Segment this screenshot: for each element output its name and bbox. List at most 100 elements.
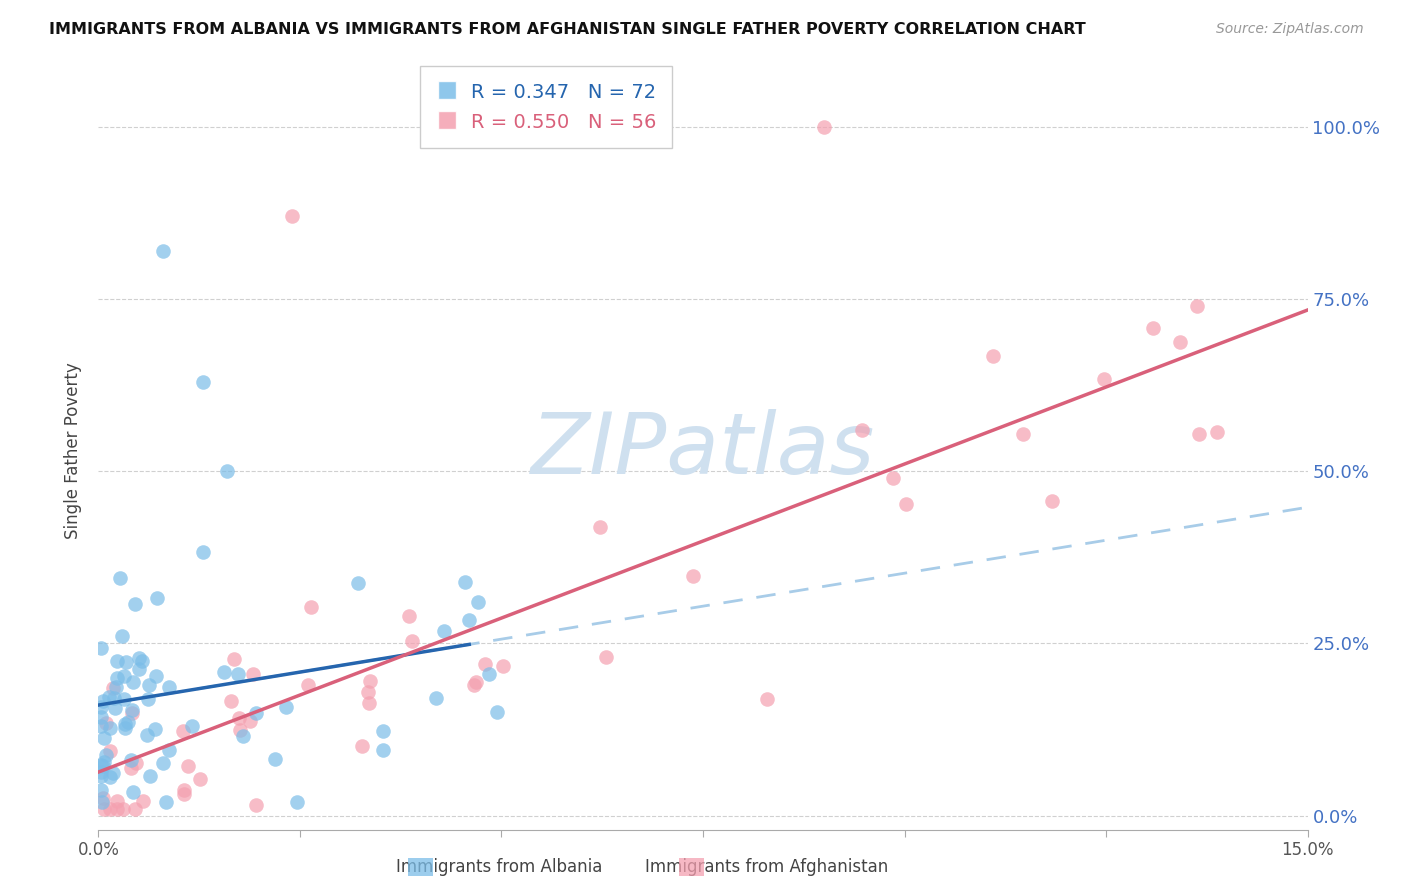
Point: [98, 690, 121, 704]
Point: [219, 694, 242, 708]
Point: [135, 728, 157, 742]
Point: [124, 597, 146, 611]
Point: [120, 761, 142, 775]
Point: [173, 782, 195, 797]
Point: [285, 795, 308, 809]
Point: [98, 770, 121, 784]
Point: [467, 595, 489, 609]
Point: [101, 766, 124, 780]
Point: [117, 715, 139, 730]
Point: [121, 706, 143, 720]
Point: [981, 350, 1004, 364]
Point: [756, 691, 779, 706]
Point: [682, 568, 704, 582]
Point: [359, 674, 381, 689]
Point: [352, 739, 374, 753]
Point: [463, 678, 485, 692]
Point: [98, 802, 121, 816]
Point: [93, 802, 115, 816]
Point: [111, 629, 134, 643]
Text: Immigrants from Albania: Immigrants from Albania: [396, 858, 602, 876]
Point: [124, 802, 146, 816]
Point: [91, 759, 114, 773]
Point: [152, 756, 174, 770]
Point: [104, 680, 127, 694]
Point: [357, 684, 380, 698]
Point: [139, 769, 162, 783]
Point: [1168, 334, 1191, 349]
Point: [239, 714, 262, 729]
Point: [454, 575, 477, 590]
Point: [217, 464, 239, 478]
Point: [181, 719, 204, 733]
Point: [228, 711, 250, 725]
Point: [138, 677, 160, 691]
Point: [226, 666, 249, 681]
Point: [114, 717, 136, 731]
Point: [107, 802, 129, 816]
Point: [90, 719, 112, 733]
Point: [103, 690, 125, 705]
Point: [104, 701, 127, 715]
Text: Source: ZipAtlas.com: Source: ZipAtlas.com: [1216, 22, 1364, 37]
Point: [91, 790, 114, 805]
Point: [299, 600, 322, 615]
Point: [359, 696, 381, 710]
Point: [595, 650, 617, 665]
Point: [1206, 425, 1229, 439]
Point: [373, 723, 395, 738]
Point: [146, 591, 169, 606]
Point: [297, 678, 319, 692]
Point: [245, 797, 267, 812]
Point: [232, 730, 254, 744]
Point: [191, 545, 214, 559]
Point: [122, 785, 145, 799]
Point: [1094, 371, 1116, 385]
Point: [245, 706, 267, 721]
Point: [107, 654, 129, 668]
Point: [1185, 299, 1208, 313]
Point: [212, 665, 235, 680]
Point: [90, 782, 112, 797]
Point: [478, 667, 501, 681]
Point: [486, 705, 509, 719]
Point: [105, 794, 128, 808]
Point: [152, 244, 174, 258]
Point: [145, 723, 167, 737]
Point: [425, 691, 447, 706]
Point: [93, 731, 115, 746]
Point: [136, 691, 159, 706]
Point: [112, 802, 135, 816]
Point: [347, 575, 370, 590]
Point: [155, 795, 177, 809]
Point: [224, 651, 246, 665]
Point: [264, 752, 287, 766]
Point: [851, 423, 873, 437]
Point: [492, 658, 515, 673]
Point: [398, 608, 420, 623]
Point: [274, 700, 297, 714]
Point: [177, 758, 200, 772]
Point: [465, 675, 488, 690]
Point: [98, 744, 121, 758]
Point: [125, 756, 148, 770]
Y-axis label: Single Father Poverty: Single Father Poverty: [65, 362, 83, 539]
Point: [90, 641, 112, 656]
Text: IMMIGRANTS FROM ALBANIA VS IMMIGRANTS FROM AFGHANISTAN SINGLE FATHER POVERTY COR: IMMIGRANTS FROM ALBANIA VS IMMIGRANTS FR…: [49, 22, 1085, 37]
Point: [229, 723, 252, 737]
Point: [93, 694, 115, 708]
Point: [93, 755, 115, 769]
Point: [90, 764, 112, 779]
Point: [172, 723, 194, 738]
Point: [281, 209, 304, 223]
Point: [371, 743, 394, 757]
Point: [474, 657, 496, 672]
Point: [457, 613, 479, 627]
Point: [112, 691, 135, 706]
Point: [132, 794, 155, 808]
Point: [193, 375, 215, 389]
Legend: R = 0.347   N = 72, R = 0.550   N = 56: R = 0.347 N = 72, R = 0.550 N = 56: [427, 73, 664, 140]
Point: [128, 662, 150, 676]
Point: [98, 721, 121, 735]
Point: [114, 721, 136, 735]
